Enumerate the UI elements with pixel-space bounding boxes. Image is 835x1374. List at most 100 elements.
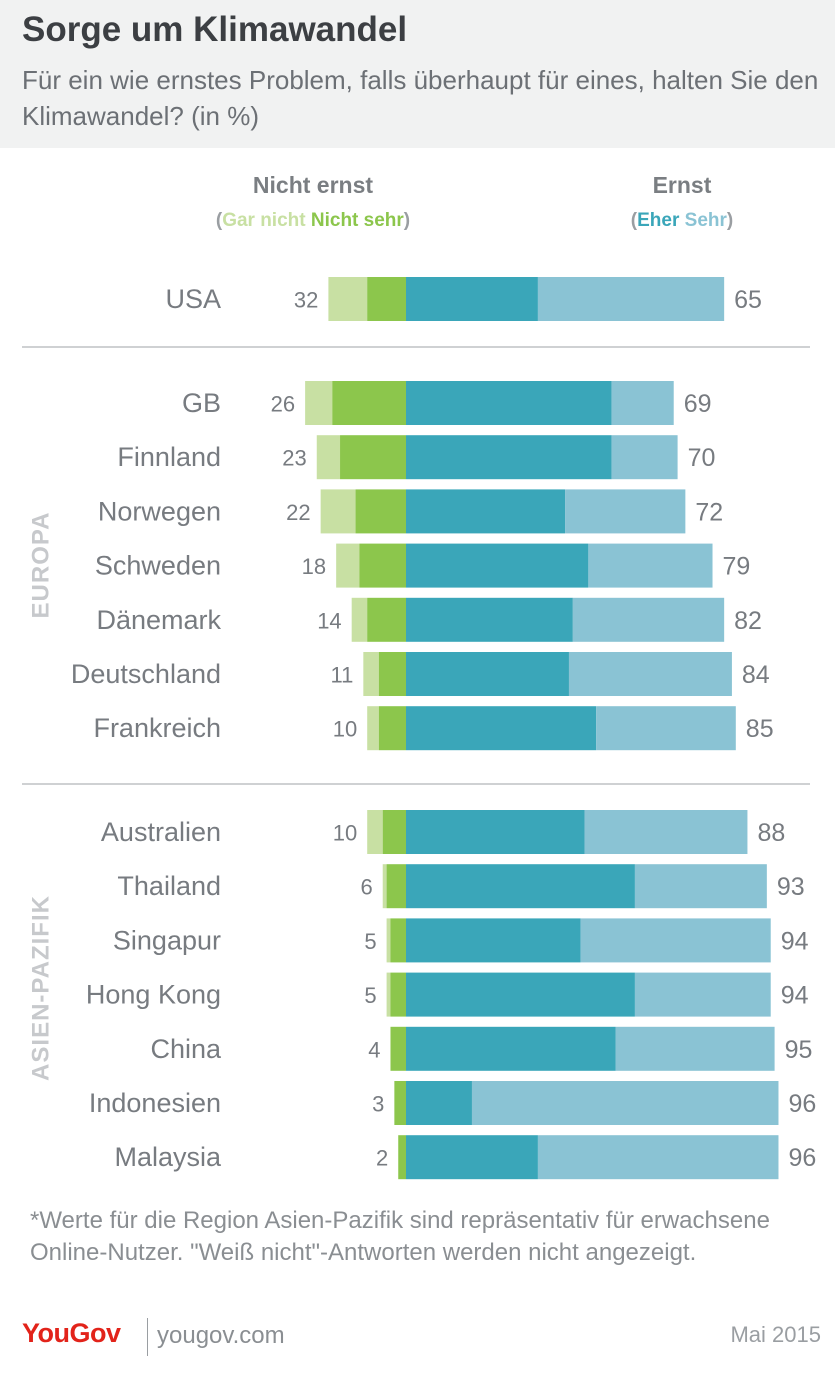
logo-divider bbox=[147, 1318, 148, 1356]
total-left-label: 5 bbox=[364, 983, 376, 1008]
bar-eher bbox=[406, 1026, 616, 1071]
total-right-label: 82 bbox=[734, 607, 762, 635]
bar-sehr bbox=[596, 706, 736, 751]
bar-eher bbox=[406, 864, 635, 909]
bar-eher bbox=[406, 597, 573, 642]
yougov-logo: YouGov bbox=[22, 1318, 121, 1348]
total-right-label: 85 bbox=[746, 715, 774, 743]
bar-eher bbox=[406, 381, 612, 425]
total-right-label: 94 bbox=[781, 927, 809, 955]
source-url: yougov.com bbox=[157, 1322, 285, 1349]
total-left-label: 26 bbox=[271, 392, 295, 417]
total-right-label: 88 bbox=[757, 819, 785, 847]
bar-gar-nicht bbox=[336, 543, 360, 588]
chart-subtitle: Für ein wie ernstes Problem, falls überh… bbox=[22, 65, 819, 131]
bar-sehr bbox=[611, 435, 678, 480]
bar-sehr bbox=[580, 918, 771, 963]
bar-gar-nicht bbox=[320, 489, 356, 534]
country-label: Thailand bbox=[117, 871, 221, 901]
bar-eher bbox=[406, 1081, 472, 1125]
bar-nicht-sehr bbox=[398, 1135, 406, 1180]
country-label: Malaysia bbox=[114, 1142, 222, 1172]
bar-nicht-sehr bbox=[378, 652, 406, 696]
legend-eher: Eher bbox=[637, 210, 680, 231]
bar-gar-nicht bbox=[351, 597, 368, 642]
legend-left-title: Nicht ernst bbox=[252, 172, 374, 198]
bar-nicht-sehr bbox=[390, 918, 406, 963]
bar-nicht-sehr bbox=[332, 381, 406, 425]
total-left-label: 11 bbox=[330, 663, 353, 688]
country-label: Indonesien bbox=[89, 1088, 221, 1118]
bar-eher bbox=[406, 543, 589, 588]
total-right-label: 84 bbox=[742, 661, 770, 689]
bar-gar-nicht bbox=[386, 918, 391, 963]
total-left-label: 10 bbox=[333, 717, 357, 742]
total-left-label: 14 bbox=[317, 608, 341, 633]
bar-gar-nicht bbox=[367, 810, 383, 854]
country-label: GB bbox=[182, 388, 221, 418]
bar-gar-nicht bbox=[316, 435, 341, 480]
country-label: Schweden bbox=[95, 551, 221, 581]
bar-sehr bbox=[611, 381, 674, 425]
legend-right-keys: (Eher Sehr) bbox=[582, 210, 782, 232]
bar-sehr bbox=[471, 1081, 779, 1125]
bar-sehr bbox=[565, 489, 686, 534]
total-right-label: 69 bbox=[684, 390, 712, 418]
total-left-label: 22 bbox=[286, 500, 310, 525]
bar-eher bbox=[406, 435, 612, 480]
bar-eher bbox=[406, 652, 569, 696]
legend-gar-nicht: Gar nicht bbox=[222, 210, 306, 231]
bar-sehr bbox=[537, 277, 725, 321]
bar-eher bbox=[406, 1135, 538, 1180]
bar-eher bbox=[406, 277, 538, 321]
header: Sorge um Klimawandel Für ein wie ernstes… bbox=[0, 0, 835, 148]
bar-eher bbox=[406, 706, 597, 751]
bar-gar-nicht bbox=[328, 277, 368, 321]
country-label: Finnland bbox=[117, 442, 221, 472]
total-right-label: 95 bbox=[785, 1036, 813, 1064]
bar-sehr bbox=[568, 652, 732, 696]
total-left-label: 23 bbox=[282, 446, 306, 471]
bar-gar-nicht bbox=[363, 652, 379, 696]
publish-date: Mai 2015 bbox=[730, 1322, 821, 1347]
country-label: Norwegen bbox=[98, 496, 221, 526]
legend-sehr: Sehr bbox=[684, 210, 727, 231]
bar-nicht-sehr bbox=[378, 706, 406, 751]
bar-gar-nicht bbox=[305, 381, 333, 425]
total-left-label: 3 bbox=[372, 1092, 384, 1117]
bar-eher bbox=[406, 918, 581, 963]
country-label: Singapur bbox=[113, 925, 221, 955]
total-left-label: 6 bbox=[360, 875, 372, 900]
country-label: Dänemark bbox=[96, 605, 221, 635]
legend-left-keys: (Gar nicht Nicht sehr) bbox=[163, 210, 463, 232]
bar-nicht-sehr bbox=[390, 972, 406, 1017]
legend-paren-open-right: ( bbox=[630, 210, 638, 231]
region-label: EUROPA bbox=[28, 512, 55, 619]
bar-sehr bbox=[584, 810, 748, 854]
total-right-label: 96 bbox=[788, 1144, 816, 1172]
total-left-label: 18 bbox=[302, 554, 326, 579]
bar-nicht-sehr bbox=[394, 1081, 406, 1125]
total-right-label: 94 bbox=[781, 982, 809, 1010]
legend-paren-close-right: ) bbox=[726, 210, 734, 231]
total-right-label: 93 bbox=[777, 873, 805, 901]
bar-nicht-sehr bbox=[340, 435, 406, 480]
bar-nicht-sehr bbox=[382, 810, 406, 854]
country-label: China bbox=[150, 1034, 222, 1064]
country-label: Deutschland bbox=[71, 659, 221, 689]
country-label: Hong Kong bbox=[86, 980, 221, 1010]
bar-eher bbox=[406, 810, 585, 854]
bar-eher bbox=[406, 489, 566, 534]
legend-paren-open: ( bbox=[215, 210, 223, 231]
bar-nicht-sehr bbox=[355, 489, 406, 534]
bar-nicht-sehr bbox=[359, 543, 406, 588]
bar-gar-nicht bbox=[386, 972, 391, 1017]
region-label: ASIEN-PAZIFIK bbox=[28, 895, 55, 1081]
total-right-label: 79 bbox=[723, 553, 751, 581]
bar-nicht-sehr bbox=[390, 1026, 406, 1071]
total-left-label: 4 bbox=[368, 1037, 380, 1062]
country-label: Frankreich bbox=[93, 713, 221, 743]
total-right-label: 65 bbox=[734, 286, 762, 314]
bar-nicht-sehr bbox=[367, 597, 406, 642]
